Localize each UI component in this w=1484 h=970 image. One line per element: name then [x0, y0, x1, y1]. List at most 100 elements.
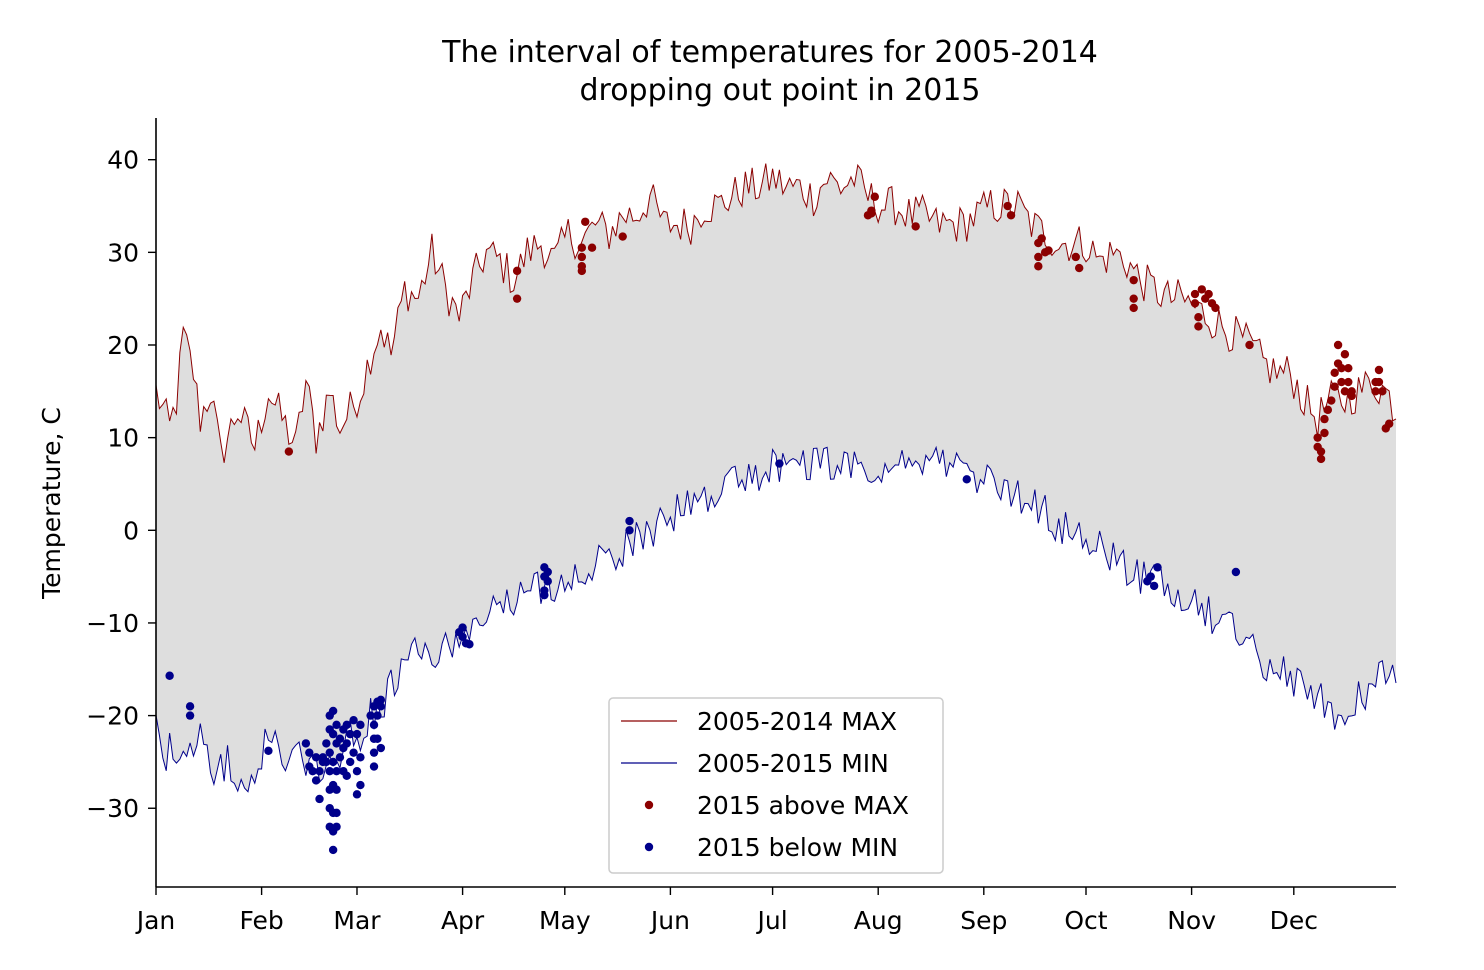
above-max-point	[1320, 428, 1329, 438]
y-tick-label: 20	[107, 331, 139, 360]
below-min-point	[335, 734, 345, 743]
y-tick-label: −20	[86, 702, 139, 731]
below-min-point	[328, 729, 338, 739]
x-tick-label: May	[539, 906, 591, 935]
below-min-point	[322, 757, 331, 767]
below-min-point	[366, 711, 375, 720]
above-max-point	[1337, 377, 1346, 387]
y-tick-label: 30	[107, 238, 139, 267]
x-axis: Jan Feb Mar Apr May Jun Jul Aug Sep Oct Nov Dec	[135, 886, 1396, 935]
above-max-point	[1074, 263, 1084, 273]
below-min-point	[332, 822, 341, 831]
below-min-point	[373, 711, 382, 720]
above-max-point	[577, 252, 587, 262]
above-max-point	[577, 266, 587, 276]
below-min-point	[342, 739, 351, 748]
above-max-point	[512, 294, 522, 303]
x-tick-label: Dec	[1270, 906, 1318, 935]
above-max-point	[1204, 289, 1213, 299]
above-max-point	[1044, 246, 1053, 255]
above-max-point	[284, 447, 294, 456]
y-tick-label: 40	[107, 146, 139, 175]
below-min-point	[332, 766, 341, 776]
x-tick-label: Feb	[239, 906, 283, 935]
below-min-point	[335, 753, 345, 762]
chart-title-line-1: The interval of temperatures for 2005-20…	[441, 35, 1098, 70]
below-min-point	[315, 766, 324, 776]
above-max-point	[1333, 340, 1343, 350]
above-max-point	[1129, 294, 1138, 303]
below-min-point	[332, 720, 341, 730]
below-min-point	[185, 711, 195, 720]
below-min-point	[376, 695, 386, 705]
below-min-point	[328, 845, 338, 855]
above-max-point	[1194, 313, 1203, 322]
below-min-point	[345, 757, 355, 767]
above-max-point	[1320, 414, 1329, 424]
below-min-point	[311, 753, 321, 762]
below-min-point	[465, 640, 474, 649]
x-tick-label: Jan	[135, 906, 176, 935]
above-max-point	[1006, 211, 1016, 220]
x-tick-label: Oct	[1064, 906, 1107, 935]
below-min-point	[349, 716, 358, 725]
above-max-point	[1034, 262, 1043, 271]
legend-label: 2005-2015 MIN	[697, 749, 889, 778]
above-max-point	[1194, 322, 1203, 331]
below-min-point	[369, 720, 379, 730]
below-min-point	[775, 459, 784, 468]
above-max-point	[867, 209, 876, 218]
below-min-point	[345, 729, 355, 739]
x-tick-label: Sep	[960, 906, 1007, 935]
below-min-point	[349, 748, 358, 757]
below-min-point	[325, 748, 334, 757]
below-min-point	[325, 766, 334, 776]
max-temperature-line	[155, 163, 1397, 463]
y-tick-label: −30	[86, 794, 139, 823]
below-min-point	[1153, 563, 1162, 572]
above-max-point	[1034, 252, 1043, 262]
below-min-point	[342, 720, 351, 730]
x-tick-label: Apr	[441, 906, 485, 935]
above-max-point	[1340, 350, 1350, 359]
legend-label: 2005-2014 MAX	[697, 707, 897, 736]
below-min-point	[1146, 572, 1155, 581]
below-min-point	[352, 790, 362, 799]
below-min-point	[356, 720, 365, 730]
below-min-point	[543, 577, 552, 586]
above-max-point	[1330, 382, 1339, 391]
above-max-point	[1190, 299, 1200, 308]
above-max-point	[1374, 377, 1384, 387]
x-tick-label: Jul	[756, 906, 788, 935]
above-max-point	[1071, 252, 1080, 262]
below-min-point	[543, 567, 552, 577]
above-max-point	[911, 222, 920, 231]
above-max-point	[1323, 405, 1333, 415]
chart-title-line-2: dropping out point in 2015	[579, 73, 980, 108]
above-max-point	[577, 243, 587, 252]
below-min-point	[376, 743, 386, 753]
above-max-point	[1344, 363, 1353, 373]
y-tick-label: 0	[123, 516, 139, 545]
below-min-point	[315, 794, 324, 804]
temperature-range-band	[156, 163, 1396, 792]
above-max-points	[284, 192, 1394, 464]
below-min-point	[373, 734, 382, 743]
y-axis-label: Temperature, C	[37, 407, 66, 600]
below-min-point	[342, 771, 351, 781]
below-min-point	[1149, 581, 1159, 591]
y-axis: −30 −20 −10 0 10 20 30 40	[86, 118, 157, 887]
above-max-point	[512, 266, 522, 276]
above-max-point	[1378, 387, 1387, 396]
below-min-point	[328, 757, 338, 767]
below-min-point	[369, 748, 379, 757]
below-min-point	[352, 729, 362, 739]
x-tick-label: Mar	[333, 906, 381, 935]
below-min-point	[301, 739, 311, 748]
x-tick-label: Aug	[854, 906, 903, 935]
below-min-point	[308, 766, 317, 776]
y-tick-label: 10	[107, 424, 139, 453]
legend: 2005-2014 MAX 2005-2015 MIN 2015 above MAX…	[608, 697, 944, 874]
above-max-point	[1190, 289, 1200, 299]
